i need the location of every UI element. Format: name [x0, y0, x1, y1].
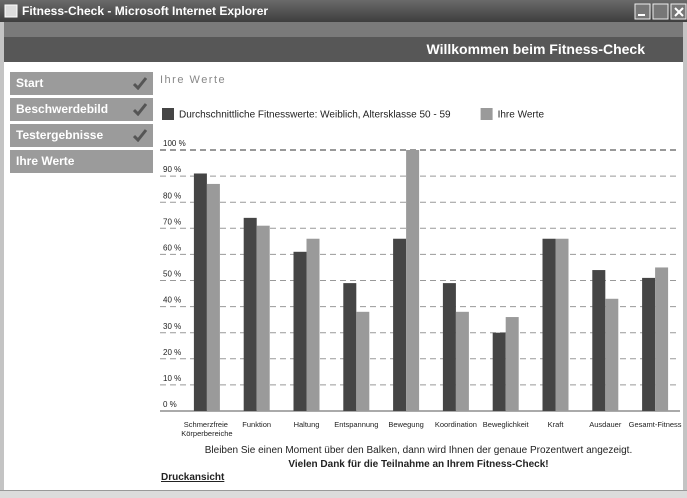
y-tick-label: 90 % — [163, 165, 181, 174]
window-title: Fitness-Check - Microsoft Internet Explo… — [22, 4, 269, 18]
bar — [655, 267, 669, 411]
window-buttons[interactable] — [634, 3, 687, 20]
x-tick-label: Kraft — [548, 420, 565, 429]
section-title: Ihre Werte — [160, 74, 226, 86]
print-link[interactable]: Druckansicht — [161, 472, 225, 483]
nav-label: Testergebnisse — [16, 128, 104, 142]
bar — [505, 317, 519, 411]
legend-label: Durchschnittliche Fitnesswerte: Weiblich… — [179, 110, 451, 121]
nav-item[interactable]: Start — [10, 72, 153, 95]
nav-label: Ihre Werte — [16, 154, 75, 168]
check-icon — [133, 103, 147, 116]
y-tick-label: 0 % — [163, 400, 177, 409]
bar — [356, 311, 370, 411]
legend-label: Ihre Werte — [498, 110, 545, 121]
y-tick-label: 10 % — [163, 374, 181, 383]
bar — [306, 238, 320, 411]
thanks: Vielen Dank für die Teilnahme an Ihrem F… — [288, 459, 549, 470]
x-tick-label: Gesamt-Fitness — [629, 420, 682, 429]
x-tick-label: Haltung — [294, 420, 320, 429]
x-tick-label: Schmerzfreie Körperbereiche — [181, 420, 232, 438]
y-tick-label: 80 % — [163, 191, 181, 200]
x-tick-label: Koordination — [435, 420, 477, 429]
x-tick-label: Beweglichkeit — [483, 420, 530, 429]
bar — [442, 283, 456, 411]
y-tick-label: 60 % — [163, 244, 181, 253]
toolbar-band — [4, 22, 683, 37]
bar — [243, 217, 257, 411]
bar — [256, 225, 270, 411]
title-bar: Fitness-Check - Microsoft Internet Explo… — [0, 0, 687, 22]
scrollbar[interactable] — [0, 490, 687, 498]
y-tick-label: 100 % — [163, 139, 186, 148]
bar — [605, 298, 619, 411]
x-tick-label: Ausdauer — [589, 420, 622, 429]
x-tick-label: Funktion — [242, 420, 271, 429]
nav-item[interactable]: Ihre Werte — [10, 150, 153, 173]
bar — [592, 270, 606, 411]
bar — [406, 150, 420, 411]
bar — [293, 251, 307, 411]
nav-item[interactable]: Testergebnisse — [10, 124, 153, 147]
bar — [206, 183, 220, 411]
check-icon — [133, 77, 147, 90]
y-tick-label: 70 % — [163, 217, 181, 226]
nav-label: Start — [16, 76, 44, 90]
y-tick-label: 20 % — [163, 348, 181, 357]
bar — [642, 277, 656, 411]
hint: Bleiben Sie einen Moment über den Balken… — [204, 445, 633, 456]
check-icon — [133, 129, 147, 142]
y-tick-label: 40 % — [163, 296, 181, 305]
y-tick-label: 50 % — [163, 270, 181, 279]
bar — [492, 332, 506, 411]
header: Willkommen beim Fitness-Check — [4, 37, 683, 62]
y-tick-label: 30 % — [163, 322, 181, 331]
x-tick-label: Bewegung — [388, 420, 423, 429]
legend-swatch — [162, 108, 174, 120]
bar — [555, 238, 569, 411]
nav: Start Beschwerdebild Testergebnisse Ihre We… — [10, 72, 153, 176]
bar — [343, 283, 357, 411]
header-title: Willkommen beim Fitness-Check — [426, 41, 645, 57]
bar — [193, 173, 207, 411]
ie-icon — [4, 4, 18, 18]
x-tick-label: Entspannung — [334, 420, 378, 429]
nav-label: Beschwerdebild — [16, 102, 109, 116]
legend-swatch — [480, 108, 493, 120]
bar — [542, 238, 556, 411]
bar — [393, 238, 407, 411]
bar — [455, 311, 469, 411]
nav-item[interactable]: Beschwerdebild — [10, 98, 153, 121]
